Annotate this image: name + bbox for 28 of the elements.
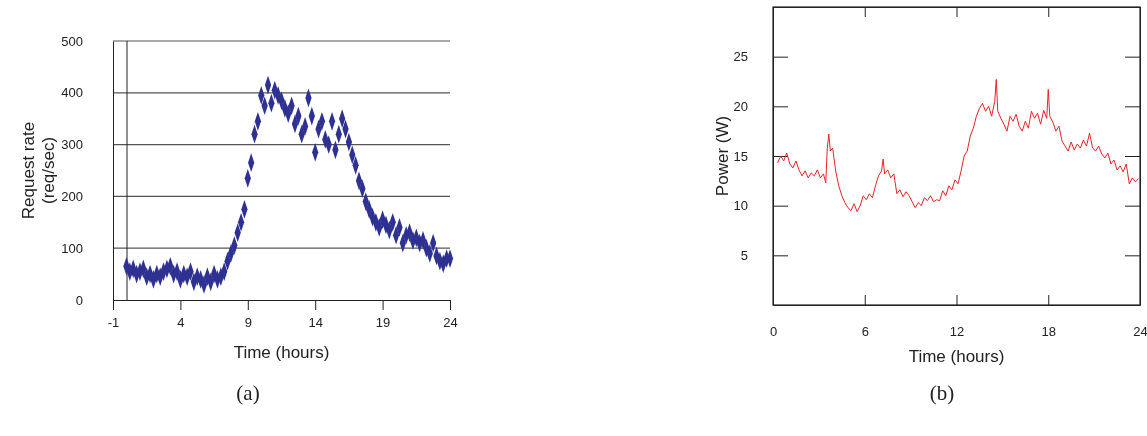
- x-tick-label: -1: [107, 315, 120, 331]
- y-tick-label: 300: [61, 137, 83, 153]
- x-tick-label: 6: [861, 324, 869, 340]
- x-tick-label: 4: [177, 315, 185, 331]
- y-tick-label: 10: [733, 198, 748, 214]
- x-tick-label: 24: [1133, 324, 1147, 340]
- y-axis-title: Power (W): [713, 115, 732, 197]
- y-tick-label: 200: [61, 189, 83, 205]
- y-tick-label: 500: [61, 33, 83, 49]
- x-axis-title: Time (hours): [908, 347, 1005, 366]
- x-tick-label: 0: [769, 324, 778, 340]
- text: (b): [929, 381, 955, 405]
- x-tick-label: 9: [244, 315, 252, 331]
- y-tick-label: 25: [733, 49, 748, 65]
- y-tick-label: 0: [75, 292, 83, 308]
- y-tick-label: 400: [61, 85, 83, 101]
- x-tick-label: 14: [308, 315, 323, 331]
- y-tick-label: 100: [61, 240, 83, 256]
- x-axis-title: Time (hours): [233, 343, 330, 362]
- y-tick-label: 20: [733, 98, 748, 114]
- y-axis-title: Request rate (req/sec): [19, 121, 58, 220]
- text: (a): [236, 381, 260, 405]
- x-tick-label: 18: [1041, 324, 1056, 340]
- y-tick-label: 15: [733, 148, 748, 164]
- y-tick-label: 5: [740, 247, 748, 263]
- x-tick-label: 19: [375, 315, 391, 331]
- x-tick-label: 24: [443, 315, 458, 331]
- x-tick-label: 12: [949, 324, 965, 340]
